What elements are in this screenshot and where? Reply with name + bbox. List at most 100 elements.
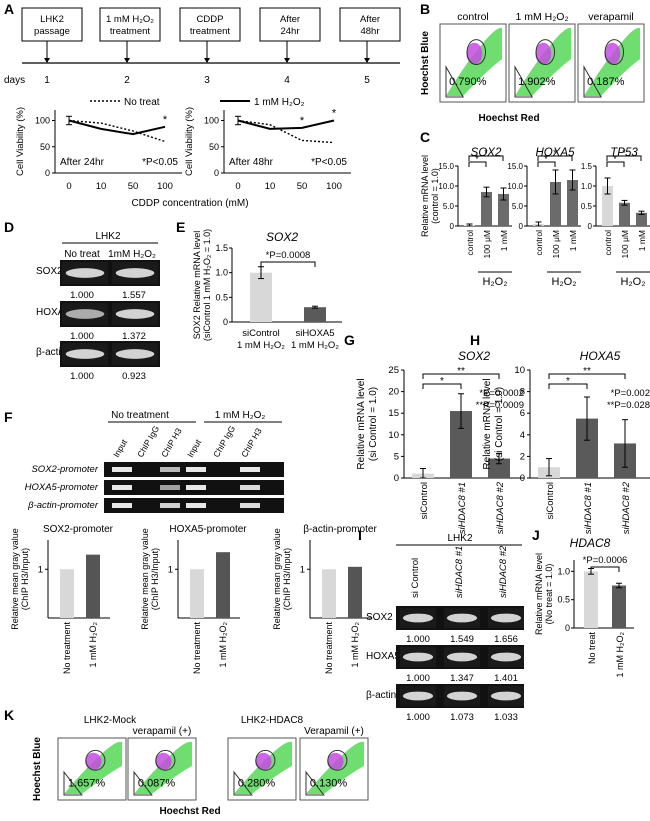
x-tick-label: 10 [265, 181, 276, 192]
y-tick-label: 1.5 [581, 162, 593, 171]
bar [576, 418, 598, 478]
y-axis-label: Relative mRNA level [420, 155, 430, 237]
blot-column-label: siHDAC8 #1 [454, 546, 465, 598]
x-tick-label: siHDAC8 #1 [583, 482, 594, 534]
flow-dense-cluster [535, 42, 552, 65]
y-tick-label: 100 [35, 116, 50, 126]
y-tick-label: 20 [388, 387, 399, 398]
y-tick-label: 1.0 [581, 182, 593, 191]
gel-band [186, 485, 206, 490]
blot-quant: 1.000 [406, 712, 430, 723]
blot-quant: 1.656 [494, 634, 518, 645]
blot-quant: 1.000 [406, 634, 430, 645]
gate-ellipse [327, 749, 348, 771]
day-number: 5 [364, 75, 370, 86]
gel-band [240, 485, 260, 490]
flow-plot-k-3: 0.280% [227, 737, 297, 801]
x-tick-label: 1 mM [499, 230, 509, 251]
significance-star: * [332, 108, 337, 120]
x-tick-label: 100 μM [551, 230, 561, 259]
blot-row-label: SOX2 [36, 266, 63, 277]
day-number: 1 [44, 75, 50, 86]
flow-dense-cluster [85, 752, 102, 771]
p-value-note: *P<0.05 [142, 157, 178, 168]
gene-title: SOX2 [458, 349, 490, 363]
significance-star: * [300, 115, 305, 127]
bar [636, 212, 647, 226]
x-tick-label: 100 μM [620, 230, 630, 259]
gate-ellipse [155, 749, 176, 771]
y-tick-label: 1.0 [215, 268, 228, 278]
bar [550, 182, 561, 226]
arrow-head [44, 58, 50, 63]
timeline-box-line2: passage [34, 26, 70, 37]
flow-dense-cluster [255, 752, 272, 771]
blot-header: LHK2 [447, 533, 472, 544]
band-signal [402, 691, 434, 701]
flow-plot-3: 0.187% [577, 23, 645, 103]
timeline-box-line2: 24hr [280, 26, 299, 37]
side-population-gate [63, 770, 83, 796]
x-tick-label: 100 μM [482, 230, 492, 259]
gate-ellipse [85, 749, 106, 771]
significance-star: * [566, 376, 570, 387]
chip-lane-label: ChIP H3 [239, 426, 264, 459]
legend-h2o2: 1 mM H₂O₂ [254, 97, 305, 108]
flow-percentage: 1.657% [68, 777, 106, 789]
gate-ellipse [466, 39, 487, 66]
y-tick-label: 0 [450, 222, 455, 231]
gene-title: HDAC8 [570, 536, 611, 550]
y-tick-label: 1 [38, 564, 43, 575]
y-tick-label: 8 [520, 387, 525, 398]
bar [250, 272, 272, 322]
blot-quant: 1.000 [70, 290, 94, 301]
chip-lane-label: ChIP H3 [159, 426, 184, 459]
flow-plot-k-2: 0.087% [127, 737, 197, 801]
band-signal [446, 691, 478, 701]
y-axis-label: Relative mRNA level [356, 378, 367, 469]
band-signal [446, 613, 478, 623]
blot-quant: 1.372 [122, 331, 146, 342]
panel-letter-K: K [4, 707, 14, 723]
y-tick-label: 0 [520, 473, 525, 484]
blot-quant: 1.401 [494, 673, 518, 684]
x-tick-label: No treatment [324, 622, 334, 675]
days-label: days [4, 75, 25, 86]
band-signal [490, 613, 522, 623]
blot-quant: 0.923 [122, 371, 146, 382]
blot-row-label: β-actin [366, 690, 396, 701]
flow-percentage: 0.087% [138, 777, 176, 789]
gel-band [112, 485, 132, 490]
x-tick-label: siHDAC8 #1 [457, 482, 468, 534]
flow-x-label: Hoechst Red [478, 113, 539, 124]
timeline-box-line1: 1 mM H₂O₂ [106, 14, 154, 25]
significance-bracket [422, 373, 500, 379]
x-tick-label: control [465, 230, 475, 256]
flow-plot-k-1: 1.657% [57, 737, 127, 801]
y-axis-label: Relative mean gray value [272, 528, 282, 630]
chip-row-label: SOX2-promoter [31, 464, 98, 475]
significance-bracket [548, 383, 588, 389]
bar [488, 458, 510, 478]
flow-group-label: LHK2-Mock [84, 715, 137, 726]
significance-bracket [606, 155, 642, 161]
x-tick-label: siHDAC8 #2 [495, 481, 506, 534]
side-population-gate [514, 65, 533, 98]
y-axis-label: SOX2 Relative mRNA level [192, 231, 202, 340]
flow-percentage: 1.902% [518, 76, 556, 88]
gene-title: HOXA5 [580, 349, 621, 363]
x-tick-label: siControl [242, 328, 280, 339]
blot-quant: 1.000 [406, 673, 430, 684]
blot-row-label: SOX2 [366, 612, 393, 623]
y-axis-label: (siControl 1 mM H₂O₂ = 1.0) [202, 229, 212, 341]
x-tick-label: 1 mM H₂O₂ [615, 632, 625, 678]
timeline-box-line1: After [280, 14, 300, 25]
p-value: **P=0.028 [607, 400, 650, 411]
bar [348, 566, 362, 618]
x-tick-label: control [534, 230, 544, 256]
gel-band [186, 467, 206, 472]
blot-row-label: HOXA5 [36, 307, 70, 318]
bar [60, 569, 74, 618]
y-tick-label: 100 [204, 116, 219, 126]
day-number: 4 [284, 75, 290, 86]
